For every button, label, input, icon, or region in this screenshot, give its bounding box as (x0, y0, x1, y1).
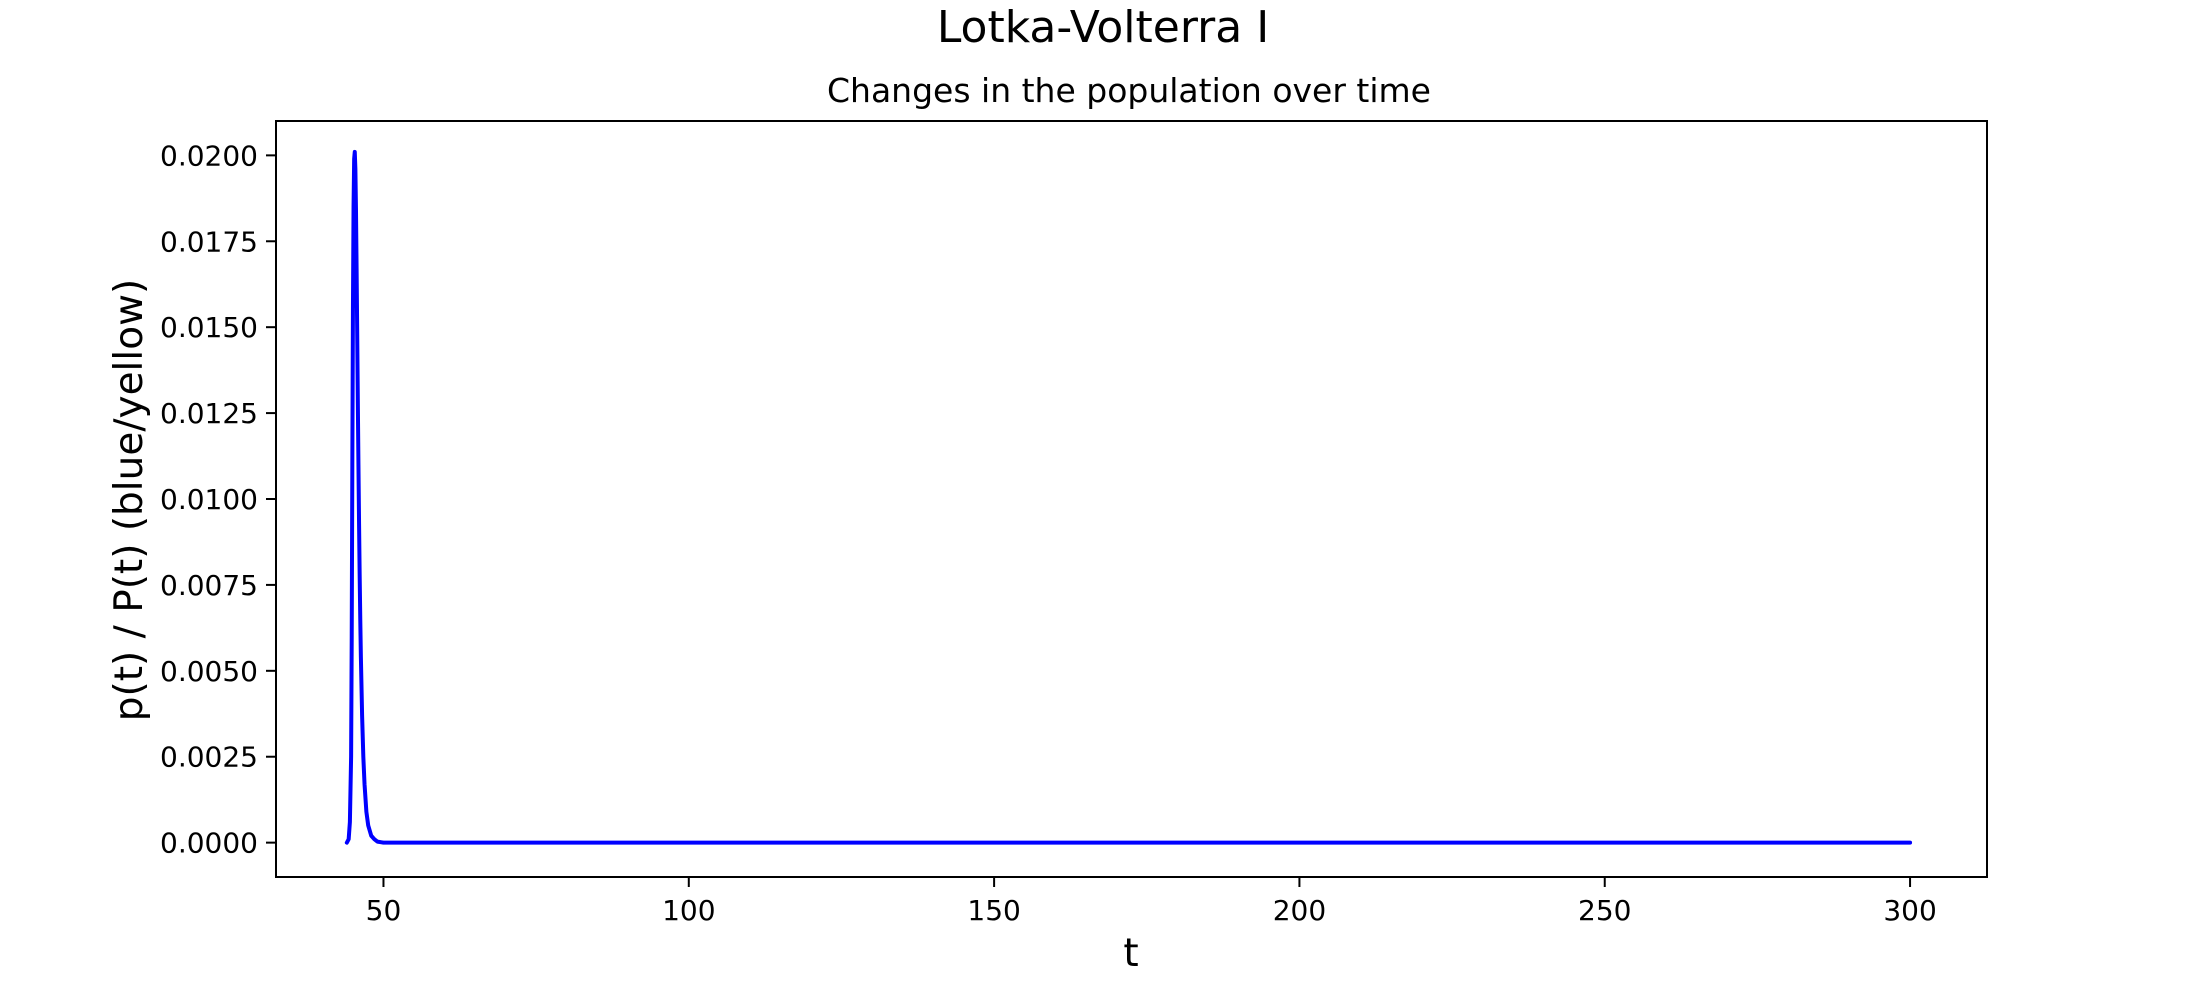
y-tick-label: 0.0175 (160, 225, 258, 258)
y-tick-label: 0.0075 (160, 569, 258, 602)
series-line (344, 149, 1913, 845)
x-tick-label: 100 (662, 894, 715, 927)
chart-title: Changes in the population over time (827, 71, 1431, 110)
y-axis: 0.0000 0.0025 0.0050 0.0075 0.0100 0.0125 0.01… (160, 139, 276, 860)
y-tick-label: 0.0025 (160, 741, 258, 774)
x-tick-label: 300 (1883, 894, 1936, 927)
x-axis: 50 100 150 200 250 300 (366, 877, 1937, 927)
x-axis-label: t (1123, 931, 1138, 976)
y-tick-label: 0.0050 (160, 655, 258, 688)
plot-area (344, 149, 1913, 845)
figure-suptitle: Lotka-Volterra I (937, 2, 1269, 53)
x-tick-label: 150 (967, 894, 1020, 927)
y-tick-label: 0.0125 (160, 397, 258, 430)
y-tick-label: 0.0200 (160, 139, 258, 172)
y-tick-label: 0.0150 (160, 311, 258, 344)
y-tick-label: 0.0100 (160, 483, 258, 516)
y-axis-label: p(t) / P(t) (blue/yellow) (107, 279, 152, 721)
x-tick-label: 50 (366, 894, 402, 927)
y-tick-label: 0.0000 (160, 827, 258, 860)
x-tick-label: 200 (1273, 894, 1326, 927)
x-tick-label: 250 (1578, 894, 1631, 927)
